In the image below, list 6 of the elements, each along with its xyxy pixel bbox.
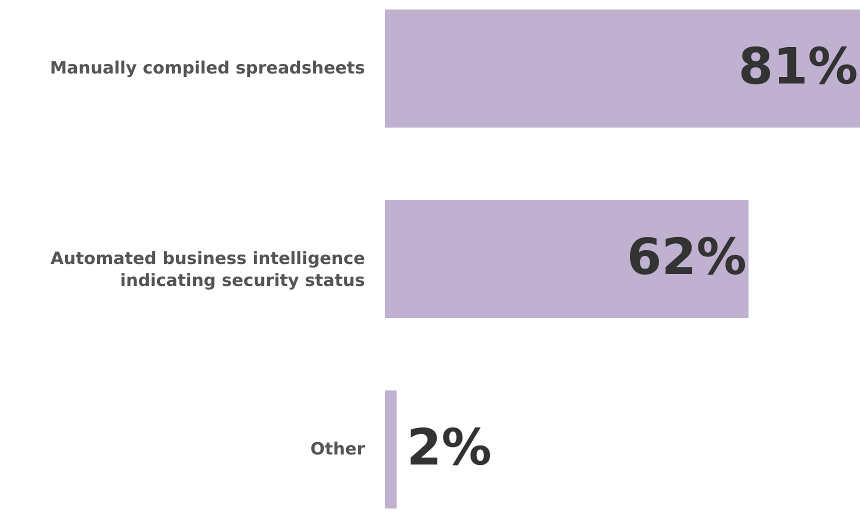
data-label: 2% xyxy=(406,418,492,476)
y-tick-label: Other xyxy=(310,439,366,460)
y-tick-label: Manually compiled spreadsheets xyxy=(50,58,365,79)
y-tick-label: Automated business intelligence indicating security status xyxy=(50,249,365,291)
data-label: 62% xyxy=(626,228,747,286)
data-label: 81% xyxy=(738,38,858,96)
